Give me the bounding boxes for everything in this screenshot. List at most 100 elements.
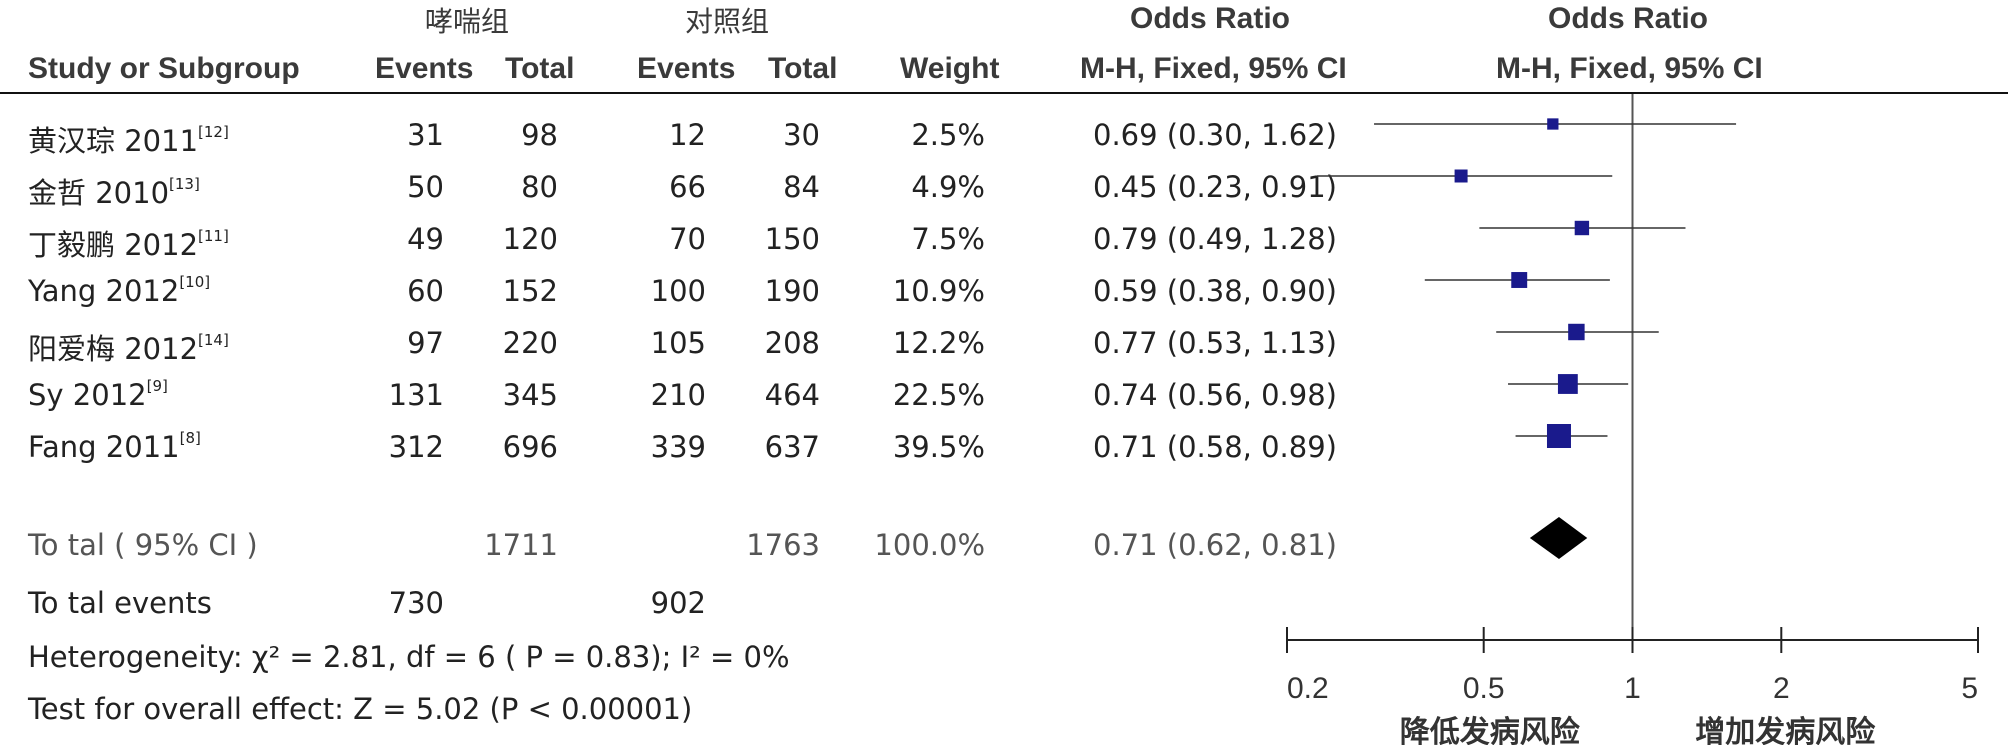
x-tick-label: 5 xyxy=(1961,672,1978,705)
total-weight: 100.0% xyxy=(874,528,985,562)
ctrl-total-cell: 30 xyxy=(783,118,820,152)
total-exp-total: 1711 xyxy=(484,528,558,562)
study-name-text: 阳爱梅 2012 xyxy=(28,332,199,366)
ctrl-events-cell: 66 xyxy=(669,170,706,204)
total-events-exp: 730 xyxy=(388,586,444,620)
x-tick-label: 2 xyxy=(1773,672,1790,705)
ctrl-events-cell: 70 xyxy=(669,222,706,256)
study-reference: [13] xyxy=(169,175,200,193)
study-name-text: 金哲 2010 xyxy=(28,176,170,210)
point-estimate-square xyxy=(1568,323,1585,341)
or-text-cell: 0.69 (0.30, 1.62) xyxy=(1093,118,1337,152)
exp-events-cell: 49 xyxy=(407,222,444,256)
or-plot-header: Odds Ratio xyxy=(1548,2,1709,35)
total-events-ctrl: 902 xyxy=(650,586,706,620)
exp-events-cell: 131 xyxy=(388,378,444,412)
favours-right-label: 增加发病风险 xyxy=(1695,715,1876,745)
ctrl-total-cell: 464 xyxy=(764,378,820,412)
ctrl-events-cell: 339 xyxy=(650,430,706,464)
study-name-text: Yang 2012 xyxy=(28,274,180,308)
overall-effect-text: Test for overall effect: Z = 5.02 (P < 0… xyxy=(28,692,693,726)
point-estimate-square xyxy=(1574,220,1590,236)
exp-events-cell: 60 xyxy=(407,274,444,308)
study-name: Yang 2012[10] xyxy=(28,274,210,308)
total-or-text: 0.71 (0.62, 0.81) xyxy=(1093,528,1337,562)
study-name-text: 丁毅鹏 2012 xyxy=(28,228,199,262)
x-tick-label: 0.5 xyxy=(1463,672,1505,705)
study-reference: [12] xyxy=(198,123,229,141)
weight-cell: 7.5% xyxy=(911,222,985,256)
ctrl-total-cell: 190 xyxy=(764,274,820,308)
point-estimate-square xyxy=(1547,118,1559,130)
pooled-diamond xyxy=(1529,517,1588,559)
total-events-label: To tal events xyxy=(28,586,212,620)
study-reference: [8] xyxy=(179,429,201,447)
ctrl-events-header: Events xyxy=(637,52,736,85)
point-estimate-square xyxy=(1454,169,1468,183)
exp-events-cell: 50 xyxy=(407,170,444,204)
weight-cell: 39.5% xyxy=(892,430,985,464)
point-estimate-square xyxy=(1511,272,1528,288)
study-name: 黄汉琮 2011[12] xyxy=(28,118,229,160)
weight-cell: 2.5% xyxy=(911,118,985,152)
heterogeneity-text: Heterogeneity: χ² = 2.81, df = 6 ( P = 0… xyxy=(28,640,790,674)
exp-total-cell: 220 xyxy=(502,326,558,360)
ctrl-events-cell: 105 xyxy=(650,326,706,360)
weight-header: Weight xyxy=(900,52,1000,85)
exp-total-cell: 98 xyxy=(521,118,558,152)
weight-cell: 12.2% xyxy=(892,326,985,360)
ctrl-total-cell: 637 xyxy=(764,430,820,464)
x-tick-label: 0.2 xyxy=(1287,672,1329,705)
ctrl-events-cell: 100 xyxy=(650,274,706,308)
favours-left-label: 降低发病风险 xyxy=(1400,715,1581,745)
study-name: Sy 2012[9] xyxy=(28,378,168,412)
total-ctrl-total: 1763 xyxy=(746,528,820,562)
study-marks xyxy=(1317,118,1737,448)
study-column-header: Study or Subgroup xyxy=(28,52,300,85)
study-reference: [14] xyxy=(198,331,229,349)
ctrl-group-header: 对照组 xyxy=(685,5,770,38)
or-text-cell: 0.71 (0.58, 0.89) xyxy=(1093,430,1337,464)
or-text-cell: 0.74 (0.56, 0.98) xyxy=(1093,378,1337,412)
or-plot-method: M-H, Fixed, 95% CI xyxy=(1496,52,1763,85)
point-estimate-square xyxy=(1557,374,1578,394)
exp-group-header: 哮喘组 xyxy=(425,5,510,38)
study-name-text: Sy 2012 xyxy=(28,378,147,412)
exp-total-cell: 345 xyxy=(502,378,558,412)
ctrl-events-cell: 210 xyxy=(650,378,706,412)
exp-total-cell: 80 xyxy=(521,170,558,204)
study-reference: [9] xyxy=(146,377,168,395)
exp-total-cell: 152 xyxy=(502,274,558,308)
exp-total-cell: 696 xyxy=(502,430,558,464)
ctrl-total-cell: 84 xyxy=(783,170,820,204)
x-tick-label: 1 xyxy=(1624,672,1641,705)
or-text-cell: 0.59 (0.38, 0.90) xyxy=(1093,274,1337,308)
or-column-header: Odds Ratio xyxy=(1130,2,1291,35)
study-reference: [11] xyxy=(198,227,229,245)
weight-cell: 22.5% xyxy=(892,378,985,412)
exp-total-header: Total xyxy=(505,52,575,85)
ctrl-total-cell: 150 xyxy=(764,222,820,256)
weight-cell: 10.9% xyxy=(892,274,985,308)
study-name-text: 黄汉琮 2011 xyxy=(28,124,199,158)
study-name: 阳爱梅 2012[14] xyxy=(28,326,229,368)
study-reference: [10] xyxy=(179,273,211,291)
study-name: 丁毅鹏 2012[11] xyxy=(28,222,229,264)
ctrl-total-header: Total xyxy=(768,52,838,85)
exp-events-cell: 31 xyxy=(407,118,444,152)
exp-total-cell: 120 xyxy=(502,222,558,256)
x-axis-ticks: 0.2 0.5 1 2 5 xyxy=(1286,627,1979,705)
or-column-method: M-H, Fixed, 95% CI xyxy=(1080,52,1347,85)
header-rule xyxy=(0,92,2008,94)
or-text-cell: 0.77 (0.53, 1.13) xyxy=(1093,326,1337,360)
total-label: To tal ( 95% CI ) xyxy=(28,528,258,562)
study-name: 金哲 2010[13] xyxy=(28,170,200,212)
point-estimate-square xyxy=(1546,424,1571,448)
or-text-cell: 0.79 (0.49, 1.28) xyxy=(1093,222,1337,256)
weight-cell: 4.9% xyxy=(911,170,985,204)
or-text-cell: 0.45 (0.23, 0.91) xyxy=(1093,170,1337,204)
ctrl-total-cell: 208 xyxy=(764,326,820,360)
exp-events-cell: 312 xyxy=(388,430,444,464)
study-name-text: Fang 2011 xyxy=(28,430,180,464)
